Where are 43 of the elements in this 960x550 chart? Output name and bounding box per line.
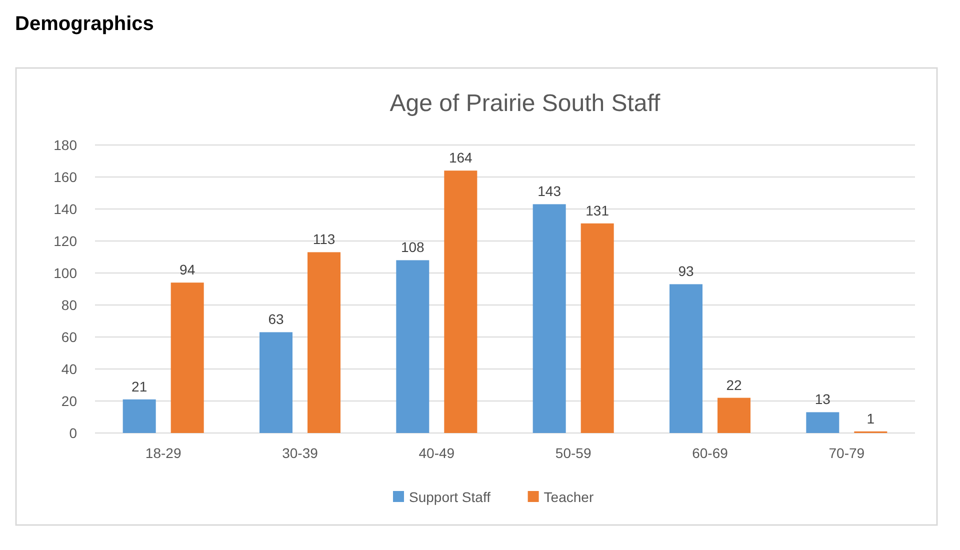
bar <box>308 252 340 433</box>
x-tick-label: 60-69 <box>692 445 728 461</box>
y-tick-label: 140 <box>54 201 78 217</box>
data-label: 63 <box>268 311 284 328</box>
bar <box>260 332 292 433</box>
data-label: 113 <box>312 231 336 248</box>
x-tick-label: 40-49 <box>418 445 455 461</box>
legend-label: Teacher <box>544 489 594 505</box>
bar <box>670 284 702 433</box>
x-tick-label: 30-39 <box>282 445 318 461</box>
bar <box>396 260 430 433</box>
y-tick-label: 0 <box>69 425 78 441</box>
x-tick-label: 50-59 <box>555 445 592 461</box>
x-tick-label: 18-29 <box>145 445 182 461</box>
y-tick-label: 20 <box>61 393 78 409</box>
bar <box>170 282 204 433</box>
y-tick-label: 80 <box>61 297 78 313</box>
data-label: 22 <box>726 376 742 393</box>
data-label: 108 <box>400 239 425 256</box>
data-label: 13 <box>814 391 831 408</box>
bar <box>122 399 156 433</box>
bar <box>532 204 566 433</box>
y-tick-label: 60 <box>61 329 78 345</box>
bar <box>806 412 840 433</box>
data-label: 21 <box>132 378 148 394</box>
data-label: 164 <box>448 150 473 166</box>
bar <box>580 223 614 433</box>
bar <box>718 398 750 433</box>
data-label: 94 <box>180 262 196 278</box>
y-tick-label: 160 <box>54 169 78 185</box>
data-label: 143 <box>538 183 562 200</box>
chart-subtitle: Age of Prairie South Staff <box>390 90 661 117</box>
y-tick-label: 180 <box>54 137 78 153</box>
legend-label: Support Staff <box>409 489 491 505</box>
y-tick-label: 120 <box>54 233 78 249</box>
x-tick-label: 70-79 <box>828 445 865 461</box>
data-label: 131 <box>586 202 610 218</box>
bar <box>444 170 478 433</box>
chart-title: Demographics <box>15 13 154 35</box>
data-label: 93 <box>678 263 694 280</box>
y-tick-label: 40 <box>61 361 78 377</box>
data-label: 1 <box>866 410 875 426</box>
y-tick-label: 100 <box>54 265 78 281</box>
